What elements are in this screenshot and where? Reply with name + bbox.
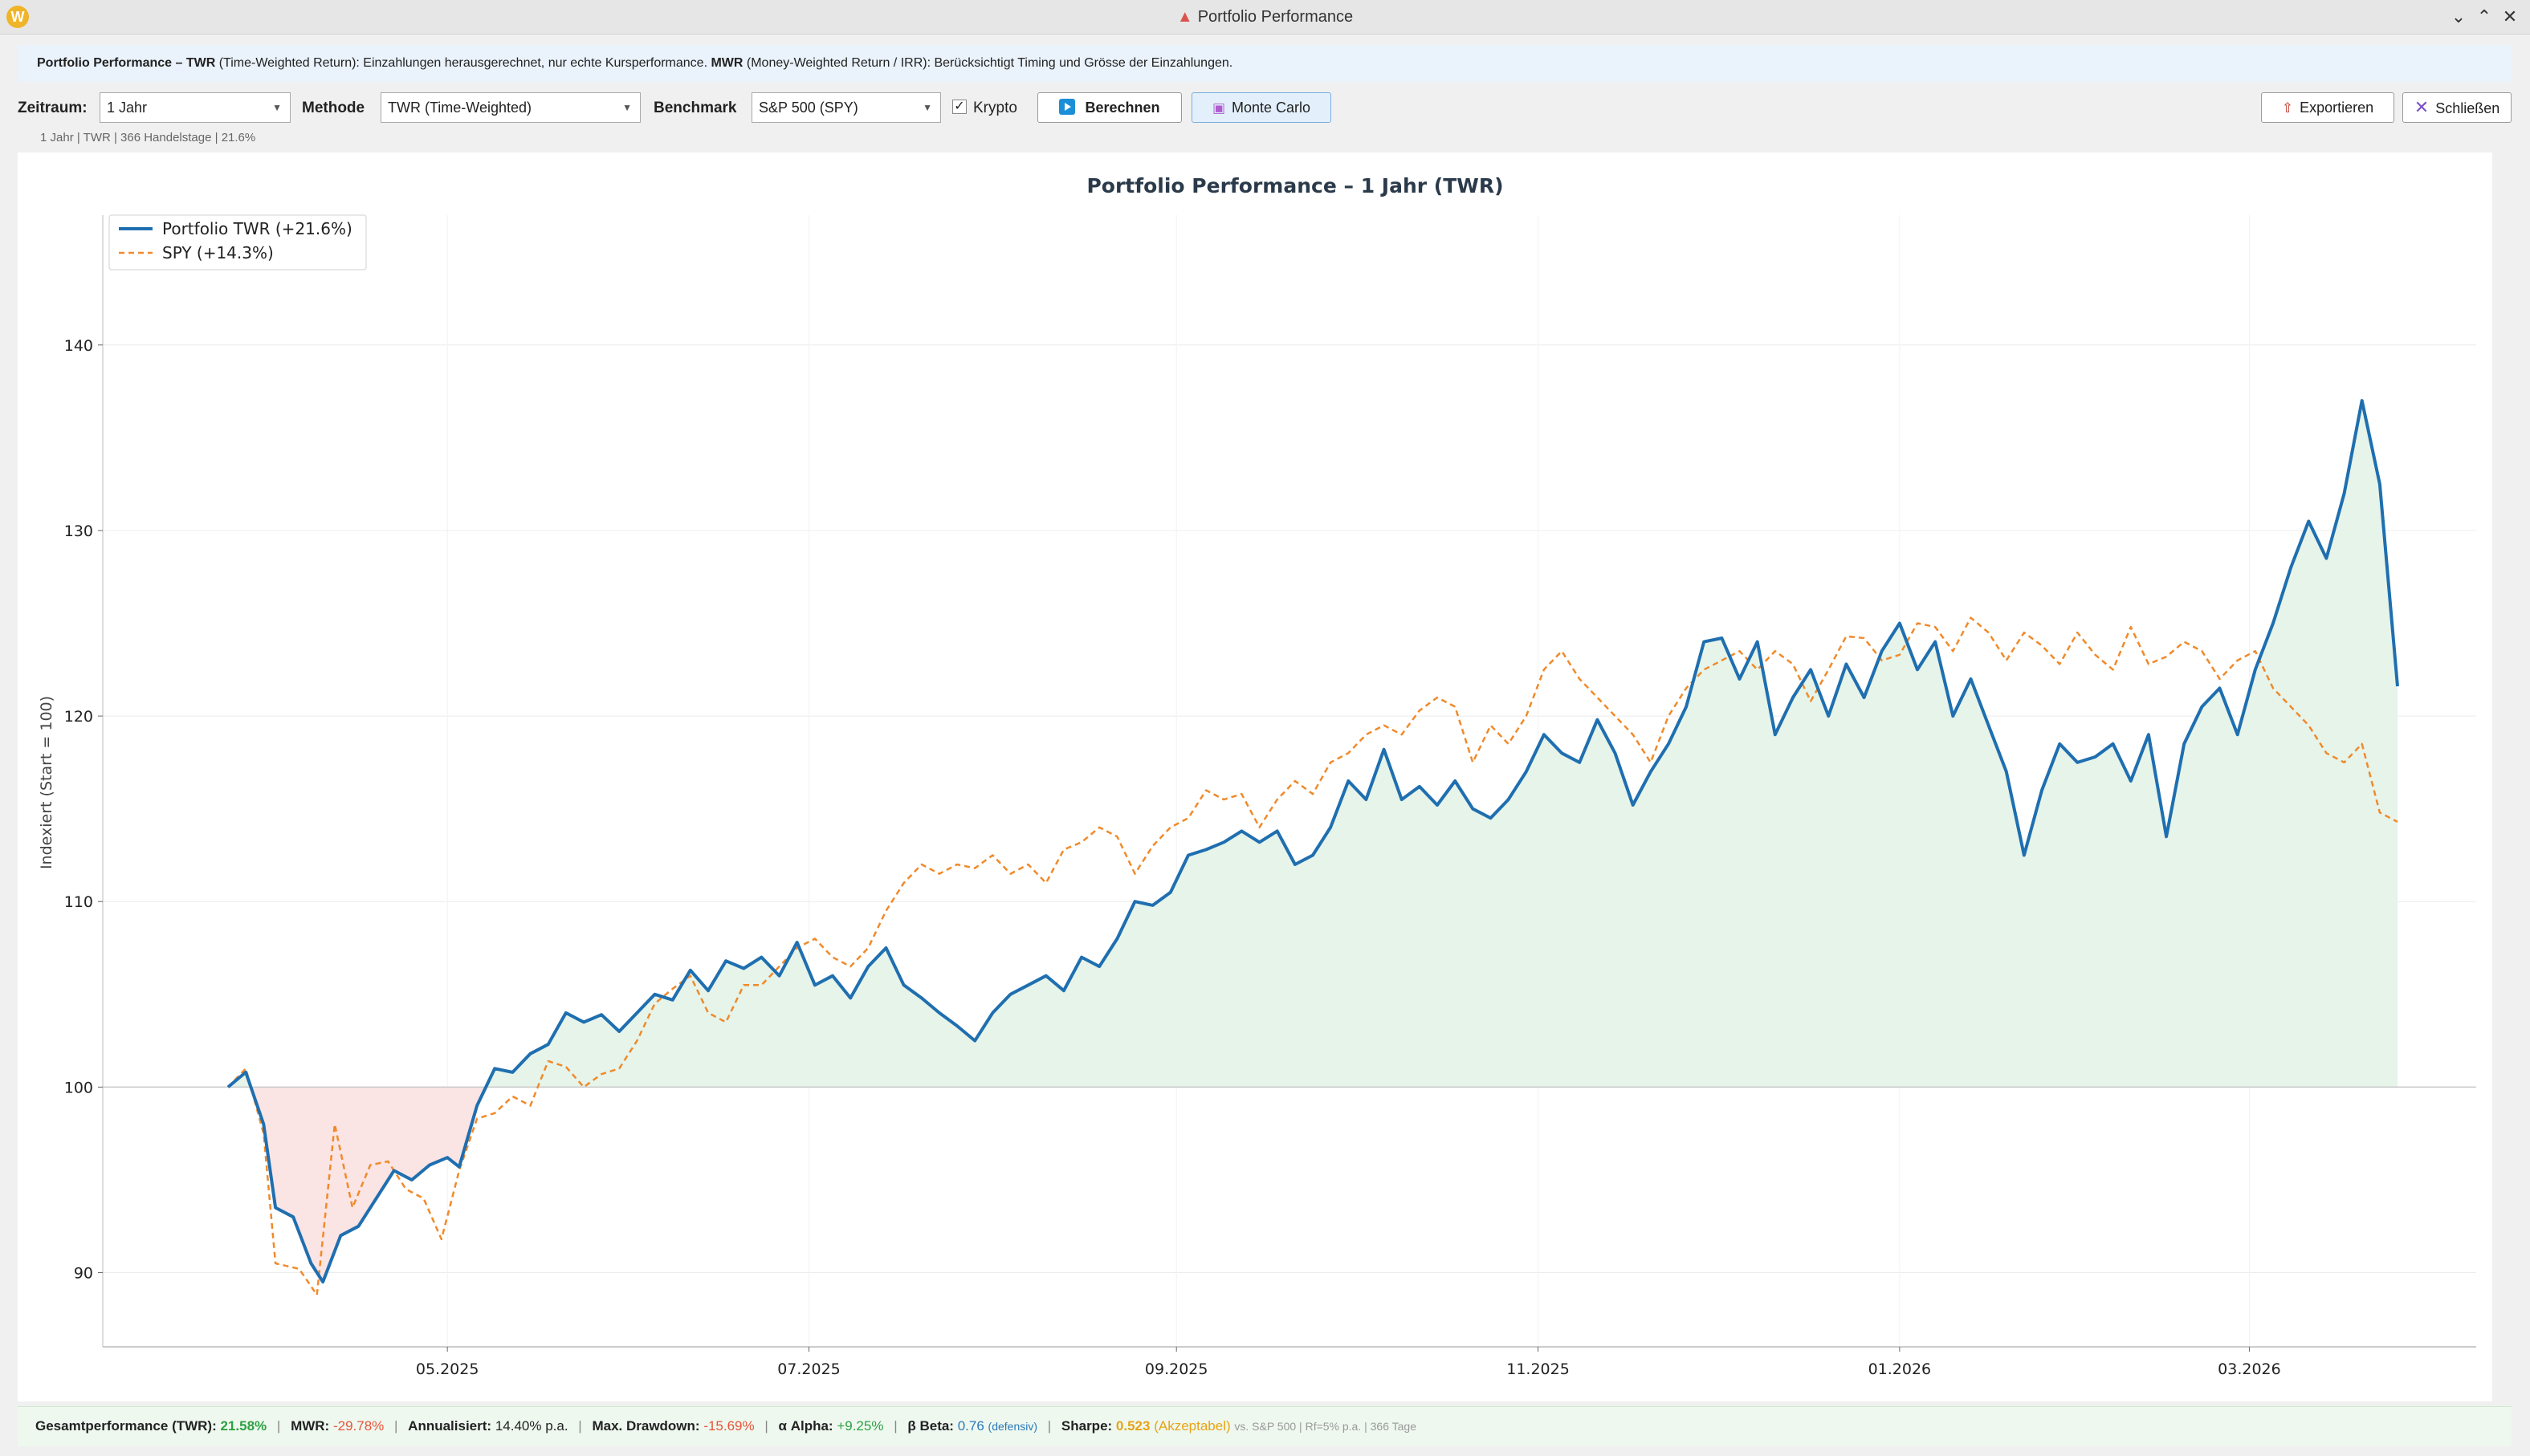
alpha-label: α Alpha: xyxy=(778,1418,833,1434)
x-tick-label: 03.2026 xyxy=(2218,1360,2281,1378)
chart-panel: 90 100 110 120 130 140 05.2025 07.2025 09.2025 1… xyxy=(18,153,2492,1401)
zeitraum-label: Zeitraum: xyxy=(18,100,88,116)
minimize-button[interactable]: ⌄ xyxy=(2451,6,2467,26)
info-mwr-label: MWR xyxy=(711,56,744,70)
toolbar: Zeitraum: 1 Jahr ▼ Methode TWR (Time-Wei… xyxy=(0,90,2530,127)
chart-lines xyxy=(226,399,2399,1296)
chevron-down-icon: ▼ xyxy=(272,102,282,113)
y-tick-label: 140 xyxy=(64,337,93,355)
methode-value: TWR (Time-Weighted) xyxy=(388,100,532,116)
info-bar: Portfolio Performance – TWR (Time-Weight… xyxy=(18,45,2512,82)
legend-label-portfolio: Portfolio TWR (+21.6%) xyxy=(162,219,352,238)
krypto-checkbox[interactable]: ✓ xyxy=(952,100,967,114)
y-axis-label: Indexiert (Start = 100) xyxy=(38,696,55,869)
sharpe-note: (Akzeptabel) xyxy=(1154,1418,1231,1434)
calculation-summary: 1 Jahr | TWR | 366 Handelstage | 21.6% xyxy=(40,131,256,144)
krypto-label: Krypto xyxy=(973,100,1017,116)
series-line-portfolio xyxy=(226,399,2399,1284)
series-line-spy xyxy=(227,616,2398,1296)
monte-carlo-button[interactable]: ▣ Monte Carlo xyxy=(1192,92,1331,123)
info-twr-text: (Time-Weighted Return): Einzahlungen her… xyxy=(215,56,711,70)
methode-label: Methode xyxy=(302,100,365,116)
loss-fill-area xyxy=(251,1087,487,1283)
x-tick-label: 09.2025 xyxy=(1145,1360,1208,1378)
performance-chart: 90 100 110 120 130 140 05.2025 07.2025 09.2025 1… xyxy=(38,174,2476,1378)
x-tick-label: 01.2026 xyxy=(1868,1360,1932,1378)
dice-icon: ▣ xyxy=(1212,100,1225,116)
chevron-down-icon: ▼ xyxy=(622,102,632,113)
zeitraum-select[interactable]: 1 Jahr ▼ xyxy=(100,92,291,123)
mwr-label: MWR: xyxy=(291,1418,330,1434)
info-twr-label: Portfolio Performance – TWR xyxy=(37,56,216,70)
monte-carlo-label: Monte Carlo xyxy=(1232,100,1311,116)
annualized-value: 14.40% p.a. xyxy=(495,1418,568,1434)
zeitraum-value: 1 Jahr xyxy=(107,100,148,116)
x-tick-label: 05.2025 xyxy=(416,1360,479,1378)
chart-fills xyxy=(228,401,2398,1283)
title-bar: W ▲ Portfolio Performance ⌄ ⌃ ✕ xyxy=(0,0,2530,35)
chart-grid xyxy=(103,215,2476,1347)
chart-legend: Portfolio TWR (+21.6%) SPY (+14.3%) xyxy=(108,214,367,270)
y-tick-label: 120 xyxy=(64,708,93,726)
app-logo-icon: W xyxy=(6,6,29,28)
benchmark-label: Benchmark xyxy=(654,100,737,116)
y-tick-label: 90 xyxy=(74,1265,93,1283)
window-title: ▲ Portfolio Performance xyxy=(1176,8,1354,26)
max-drawdown-label: Max. Drawdown: xyxy=(592,1418,700,1434)
exportieren-button[interactable]: ⇧ Exportieren xyxy=(2261,92,2394,123)
y-axis: 90 100 110 120 130 140 xyxy=(64,215,104,1347)
beta-label: β Beta: xyxy=(907,1418,954,1434)
total-performance-label: Gesamtperformance (TWR): xyxy=(35,1418,217,1434)
x-tick-label: 11.2025 xyxy=(1506,1360,1570,1378)
close-icon: ✕ xyxy=(2414,97,2430,117)
x-axis: 05.2025 07.2025 09.2025 11.2025 01.2026 03.20… xyxy=(103,1346,2476,1378)
benchmark-value: S&P 500 (SPY) xyxy=(759,100,858,116)
sharpe-label: Sharpe: xyxy=(1061,1418,1113,1434)
total-performance-value: 21.58% xyxy=(220,1418,267,1434)
berechnen-label: Berechnen xyxy=(1085,100,1160,116)
sharpe-value: 0.523 xyxy=(1115,1418,1151,1434)
info-mwr-text: (Money-Weighted Return / IRR): Berücksic… xyxy=(743,56,1233,70)
schliessen-button[interactable]: ✕ Schließen xyxy=(2402,92,2512,123)
berechnen-button[interactable]: Berechnen xyxy=(1037,92,1182,123)
x-tick-label: 07.2025 xyxy=(777,1360,841,1378)
schliessen-label: Schließen xyxy=(2435,100,2500,116)
legend-box xyxy=(108,214,367,270)
close-window-button[interactable]: ✕ xyxy=(2502,6,2518,26)
benchmark-info: vs. S&P 500 | Rf=5% p.a. | 366 Tage xyxy=(1234,1420,1416,1433)
exportieren-label: Exportieren xyxy=(2300,100,2374,116)
methode-select[interactable]: TWR (Time-Weighted) ▼ xyxy=(381,92,641,123)
export-icon: ⇧ xyxy=(2281,100,2294,116)
chart-title: Portfolio Performance – 1 Jahr (TWR) xyxy=(1086,174,1503,197)
mwr-value: -29.78% xyxy=(332,1418,385,1434)
benchmark-select[interactable]: S&P 500 (SPY) ▼ xyxy=(752,92,941,123)
max-drawdown-value: -15.69% xyxy=(703,1418,755,1434)
status-bar: Gesamtperformance (TWR): 21.58% | MWR: -… xyxy=(18,1406,2512,1446)
annualized-label: Annualisiert: xyxy=(408,1418,492,1434)
play-icon xyxy=(1059,99,1076,115)
chevron-down-icon: ▼ xyxy=(923,102,932,113)
y-tick-label: 110 xyxy=(64,893,93,911)
y-tick-label: 130 xyxy=(64,523,93,540)
beta-value: 0.76 xyxy=(957,1418,984,1434)
legend-label-spy: SPY (+14.3%) xyxy=(162,243,274,262)
beta-note: (defensiv) xyxy=(988,1420,1037,1433)
gain-fill-area xyxy=(228,401,2398,1088)
alpha-value: +9.25% xyxy=(837,1418,884,1434)
chart-icon: ▲ xyxy=(1176,8,1193,26)
y-tick-label: 100 xyxy=(64,1079,93,1096)
maximize-button[interactable]: ⌃ xyxy=(2476,6,2492,26)
